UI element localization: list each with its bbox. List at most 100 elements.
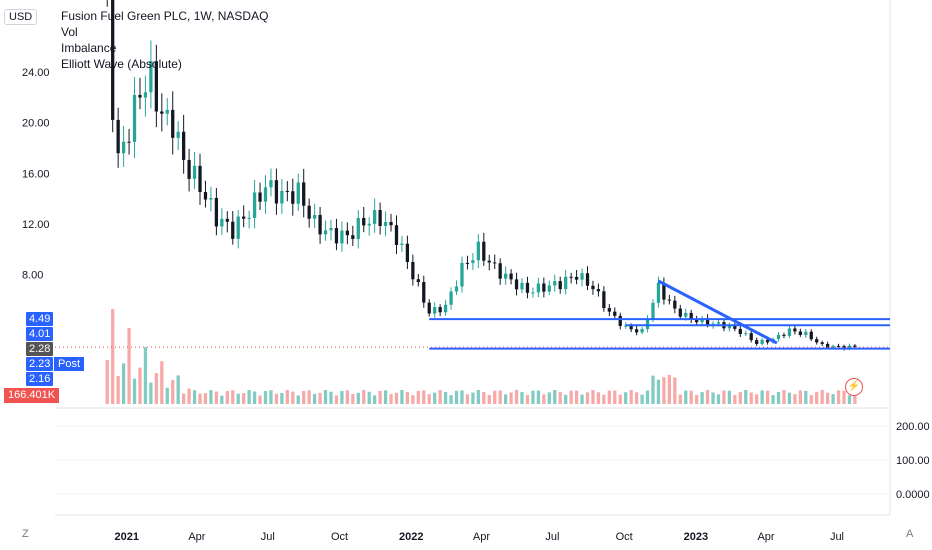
volume-bar [367, 391, 371, 404]
candle-body [422, 282, 426, 303]
volume-bar [825, 392, 830, 404]
volume-bar [105, 360, 109, 404]
volume-bar [716, 394, 721, 404]
candle-body [389, 222, 393, 226]
volume-bar [236, 393, 240, 404]
volume-bar [553, 390, 557, 404]
volume-bar [487, 394, 491, 404]
volume-bar [307, 390, 311, 404]
candle-body [296, 182, 300, 204]
indicator-imbalance[interactable]: Imbalance [61, 41, 117, 55]
volume-bar [411, 395, 415, 404]
volume-bar [771, 395, 775, 404]
y-tick-label: 8.00 [22, 270, 43, 282]
volume-bar [569, 390, 573, 404]
volume-bar [602, 394, 606, 404]
y-tick-label: 12.00 [22, 219, 50, 231]
candle-body [427, 302, 431, 314]
volume-bar [498, 390, 502, 404]
candle-body [673, 300, 677, 309]
x-tick-label: Oct [616, 531, 633, 543]
volume-bar [689, 390, 693, 404]
volume-bar [231, 390, 235, 404]
candle-body [182, 131, 186, 160]
flash-icon[interactable]: ⚡ [845, 378, 863, 396]
volume-bar [520, 392, 524, 404]
candle-body [574, 276, 579, 280]
volume-bar [400, 390, 404, 404]
volume-bar [312, 393, 317, 404]
volume-bars [105, 308, 857, 404]
volume-bar [247, 390, 251, 404]
indicator-elliott-wave[interactable]: Elliott Wave (Absolute) [61, 57, 182, 71]
volume-bar [722, 390, 726, 404]
candle-body [716, 322, 721, 324]
x-tick-label: Apr [757, 531, 774, 543]
candle-body [465, 262, 470, 264]
candle-body [214, 197, 219, 227]
candle-body [815, 339, 819, 343]
drawings[interactable] [55, 279, 890, 350]
chart-legend: Fusion Fuel Green PLC, 1W, NASDAQ Vol Im… [61, 8, 268, 72]
price-badge: 2.28 [26, 342, 54, 357]
volume-bar [198, 393, 202, 404]
candle-body [607, 308, 611, 312]
candle-body [700, 318, 704, 323]
candle-body [493, 262, 497, 264]
volume-bar [116, 375, 120, 404]
candle-body [252, 192, 257, 218]
indicator-vol[interactable]: Vol [61, 25, 78, 39]
candle-body [149, 61, 153, 93]
auto-scale-toggle[interactable]: A [906, 528, 914, 540]
timezone-toggle[interactable]: Z [22, 528, 29, 540]
candle-body [820, 342, 824, 344]
volume-bar [389, 394, 393, 404]
currency-label[interactable]: USD [4, 9, 38, 25]
candle-body [809, 331, 813, 340]
volume-bar [438, 390, 442, 404]
volume-bar [787, 392, 792, 404]
volume-bar [749, 392, 753, 404]
candle-body [733, 325, 737, 329]
volume-bar [214, 391, 219, 404]
volume-bar [842, 390, 846, 404]
candle-body [460, 262, 464, 287]
candle-body [755, 340, 759, 344]
candle-body [842, 346, 846, 349]
volume-bar [471, 392, 475, 404]
candle-body [258, 192, 262, 202]
x-tick-label: 2022 [399, 531, 423, 543]
volume-bar [476, 390, 480, 404]
volume-bar [815, 391, 819, 404]
candle-body [476, 241, 480, 261]
volume-bar [536, 390, 541, 404]
volume-bar [711, 392, 715, 404]
candle-body [203, 192, 208, 200]
volume-bar [667, 375, 671, 404]
candle-body [165, 109, 169, 114]
volume-bar [378, 390, 382, 404]
candle-body [443, 304, 448, 313]
volume-bar [460, 390, 464, 404]
volume-bar [274, 393, 279, 404]
volume-bar [187, 388, 191, 404]
volume-bar [673, 377, 677, 404]
candle-body [171, 109, 175, 138]
candle-body [132, 94, 137, 142]
candle-body [727, 325, 732, 329]
volume-bar [422, 390, 426, 404]
volume-bar [449, 395, 453, 404]
candle-body [798, 331, 802, 335]
candle-body [307, 205, 311, 219]
candle-body [787, 328, 792, 336]
candle-body [487, 260, 491, 263]
volume-bar [225, 391, 229, 404]
volume-bar [160, 361, 164, 404]
volume-bar [591, 390, 595, 404]
axes: 24.00 20.00 16.00 12.00 8.00 200.00 100.00 0.00… [22, 67, 930, 543]
price-badge: 4.49 [26, 312, 54, 327]
candle-body [836, 345, 841, 347]
candle-body [236, 216, 240, 239]
symbol-title[interactable]: Fusion Fuel Green PLC, 1W, NASDAQ [61, 9, 269, 23]
